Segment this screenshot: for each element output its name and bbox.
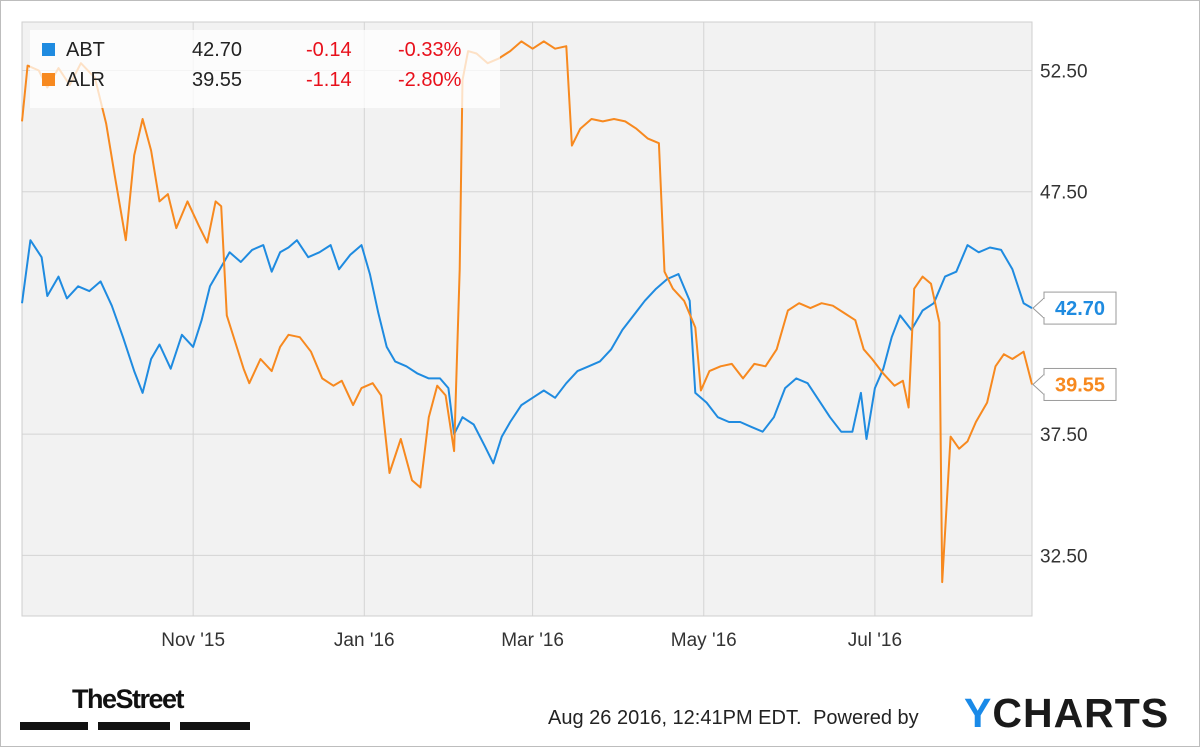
thestreet-logo: TheStreet — [20, 684, 250, 734]
last-value-label: 39.55 — [1055, 374, 1105, 396]
thestreet-logo-bar — [180, 722, 250, 730]
callout-box — [1043, 367, 1117, 401]
y-tick-label: 32.50 — [1040, 546, 1088, 567]
legend-change-pct: -0.33% — [398, 39, 462, 61]
timestamp-text: Aug 26 2016, 12:41PM EDT. — [548, 707, 802, 729]
thestreet-logo-text: TheStreet — [72, 684, 185, 714]
plot-border — [21, 21, 1033, 617]
legend-change-pct: -2.80% — [398, 69, 462, 91]
legend-box — [30, 30, 500, 108]
last-value-label: 42.70 — [1055, 298, 1105, 320]
ycharts-logo-rest: CHARTS — [992, 690, 1170, 736]
legend-price: 39.55 — [192, 69, 242, 91]
x-tick-label: Mar '16 — [501, 630, 564, 651]
x-tick-label: May '16 — [671, 630, 737, 651]
legend-price: 42.70 — [192, 39, 242, 61]
callout-pointer — [1032, 296, 1045, 320]
plot-area — [22, 22, 1032, 616]
thestreet-logo-bar — [98, 722, 170, 730]
legend-ticker: ALR — [66, 69, 105, 91]
legend-row-alr: ALR 39.55 -1.14 -2.80% — [42, 69, 462, 91]
y-tick-label: 47.50 — [1040, 183, 1088, 204]
legend-change: -1.14 — [306, 69, 352, 91]
legend-change: -0.14 — [306, 39, 352, 61]
last-value-callout-alr: 39.55 — [1032, 367, 1117, 401]
callout-seam — [1043, 299, 1046, 318]
footer-timestamp: Aug 26 2016, 12:41PM EDT. Powered by — [548, 707, 919, 730]
legend-swatch — [42, 43, 55, 56]
callout-box — [1043, 291, 1117, 325]
thestreet-logo-bar — [20, 722, 88, 730]
x-tick-label: Nov '15 — [161, 630, 225, 651]
ycharts-logo[interactable]: YCHARTS — [964, 690, 1169, 737]
legend-ticker: ABT — [66, 39, 105, 61]
powered-by-text: Powered by — [813, 707, 919, 729]
y-tick-label: 37.50 — [1040, 425, 1088, 446]
legend-swatch — [42, 73, 55, 86]
series-line-alr — [21, 40, 1033, 584]
legend-row-abt: ABT 42.70 -0.14 -0.33% — [42, 39, 462, 61]
x-tick-label: Jul '16 — [848, 630, 902, 651]
ycharts-logo-y: Y — [964, 690, 993, 736]
last-value-callout-abt: 42.70 — [1032, 291, 1117, 325]
x-tick-label: Jan '16 — [334, 630, 395, 651]
callout-pointer — [1032, 373, 1045, 396]
y-tick-label: 52.50 — [1040, 61, 1088, 82]
callout-seam — [1043, 375, 1046, 394]
series-line-abt — [21, 239, 1033, 465]
